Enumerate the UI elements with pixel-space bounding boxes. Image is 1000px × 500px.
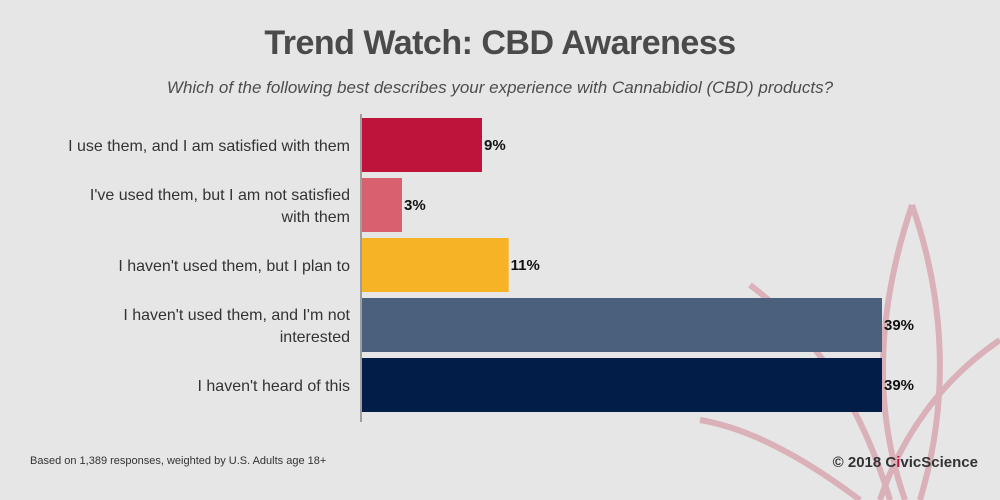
brand-i: i — [896, 454, 901, 471]
value-label-3: 39% — [884, 317, 914, 334]
brand-science: Science — [921, 454, 978, 471]
bar-1 — [362, 178, 402, 232]
bar-0 — [362, 118, 482, 172]
value-label-4: 39% — [884, 377, 914, 394]
category-label-0: I use them, and I am satisfied with them — [68, 138, 350, 155]
bar-3 — [362, 298, 882, 352]
chart-subtitle: Which of the following best describes yo… — [166, 78, 834, 97]
bar-4 — [362, 358, 882, 412]
category-label-3: I haven't used them, and I'm not interest… — [123, 307, 350, 346]
copyright-prefix: © 2018 — [832, 454, 886, 471]
category-label-1: I've used them, but I am not satisfied wi… — [90, 187, 350, 226]
value-label-1: 3% — [404, 197, 426, 214]
footnote: Based on 1,389 responses, weighted by U.… — [30, 455, 327, 467]
value-label-2: 11% — [511, 257, 540, 274]
chart-title: Trend Watch: CBD Awareness — [264, 24, 736, 62]
value-label-0: 9% — [484, 137, 506, 154]
brand-c: C — [885, 454, 897, 471]
copyright: © 2018 CivicScience — [833, 454, 978, 471]
bar-2 — [362, 238, 509, 292]
brand-vic: vic — [900, 454, 922, 471]
category-label-4: I haven't heard of this — [198, 378, 350, 395]
category-label-2: I haven't used them, but I plan to — [118, 258, 350, 275]
